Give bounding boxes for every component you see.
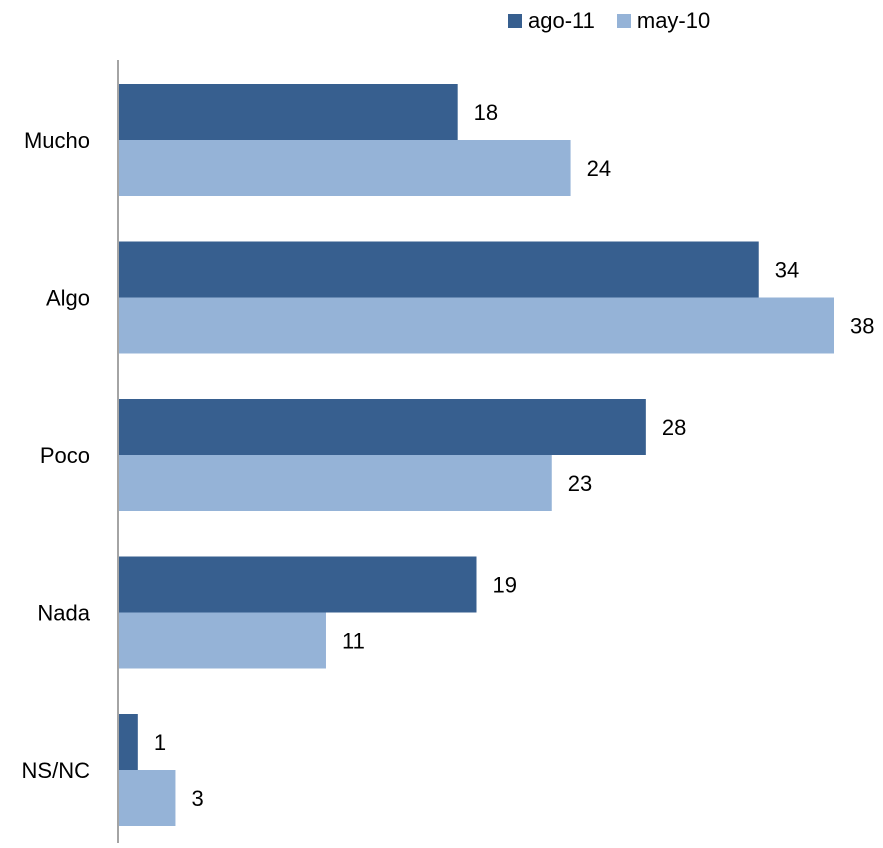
bar-ago-11-algo bbox=[119, 241, 759, 298]
legend-label-may-10: may-10 bbox=[636, 8, 711, 33]
data-label-ago-11-ns-nc: 1 bbox=[154, 730, 166, 755]
bar-may-10-ns-nc bbox=[119, 770, 176, 826]
bar-ago-11-nada bbox=[119, 556, 477, 613]
data-label-ago-11-algo: 34 bbox=[775, 258, 799, 283]
data-label-may-10-poco: 23 bbox=[568, 471, 592, 496]
category-label-nada: Nada bbox=[37, 601, 90, 626]
data-label-ago-11-mucho: 18 bbox=[474, 100, 498, 125]
data-label-may-10-nada: 11 bbox=[342, 629, 365, 654]
bar-may-10-mucho bbox=[119, 140, 571, 196]
category-label-mucho: Mucho bbox=[24, 128, 90, 153]
legend-item-may-10: may-10 bbox=[616, 8, 711, 34]
data-label-may-10-algo: 38 bbox=[850, 314, 874, 339]
bar-may-10-algo bbox=[119, 297, 834, 354]
bar-ago-11-ns-nc bbox=[119, 714, 138, 770]
legend-item-ago-11: ago-11 bbox=[508, 8, 595, 34]
data-label-ago-11-poco: 28 bbox=[662, 415, 686, 440]
chart-legend: ago-11 may-10 bbox=[508, 8, 732, 34]
legend-swatch-ago-11 bbox=[508, 14, 522, 28]
data-label-ago-11-nada: 19 bbox=[493, 573, 517, 598]
bar-may-10-poco bbox=[119, 455, 552, 511]
bar-may-10-nada bbox=[119, 612, 326, 669]
data-label-may-10-mucho: 24 bbox=[587, 156, 611, 181]
legend-label-ago-11: ago-11 bbox=[528, 8, 595, 33]
bar-ago-11-poco bbox=[119, 399, 646, 455]
data-label-may-10-ns-nc: 3 bbox=[191, 786, 203, 811]
category-label-algo: Algo bbox=[46, 286, 90, 311]
bar-ago-11-mucho bbox=[119, 84, 458, 140]
category-label-poco: Poco bbox=[40, 443, 90, 468]
legend-swatch-may-10 bbox=[616, 14, 631, 28]
category-label-ns-nc: NS/NC bbox=[22, 758, 91, 783]
